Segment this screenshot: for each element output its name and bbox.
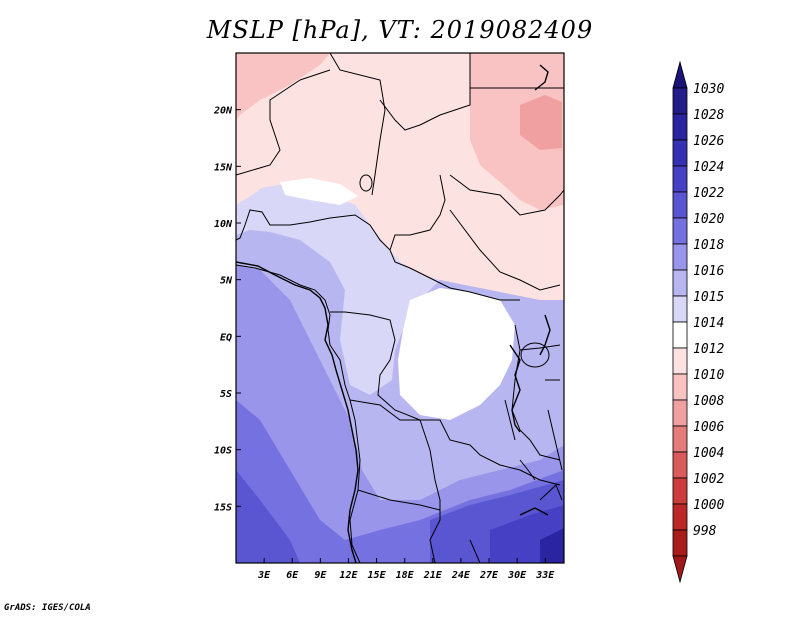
- colorbar-label: 1020: [693, 212, 724, 227]
- lon-tick-label: 21E: [423, 570, 443, 581]
- pressure-field: [236, 53, 564, 563]
- colorbar-label: 1006: [693, 420, 724, 435]
- lon-tick-label: 27E: [479, 570, 499, 581]
- colorbar-top-cap: [672, 60, 688, 89]
- lon-tick-label: 3E: [257, 570, 271, 581]
- map-title: MSLP [hPa], VT: 2019082409: [206, 16, 594, 44]
- lon-tick-label: 18E: [396, 570, 415, 581]
- colorbar-swatch: [672, 165, 688, 193]
- colorbar-label: 1026: [693, 134, 724, 149]
- lon-tick-label: 24E: [451, 570, 471, 581]
- longitude-axis: 3E 6E 9E 12E 15E 18E 21E 24E 27E 30E 33E: [257, 558, 555, 581]
- credit-text: GrADS: IGES/COLA: [4, 603, 91, 613]
- colorbar-bottom-cap: [672, 555, 688, 584]
- lat-tick-label: EQ: [220, 332, 232, 343]
- lat-tick-label: 5N: [220, 276, 233, 287]
- colorbar-swatch: [672, 373, 688, 401]
- lon-tick-label: 15E: [368, 570, 387, 581]
- colorbar-label: 1014: [693, 316, 724, 331]
- latitude-axis: 20N 15N 10N 5N EQ 5S 10S 15S: [213, 106, 241, 513]
- colorbar-label: 1010: [693, 368, 724, 383]
- colorbar: 1030 1028 1026 1024 1022 1020 1018 1016 1015 1014…: [672, 60, 724, 584]
- colorbar-label: 1018: [693, 238, 724, 253]
- country-borders: [235, 52, 565, 564]
- coastline: [235, 64, 551, 564]
- colorbar-label: 1000: [693, 498, 724, 513]
- lon-tick-label: 33E: [535, 570, 555, 581]
- colorbar-swatch: [672, 321, 688, 349]
- lat-tick-label: 10S: [214, 446, 232, 457]
- colorbar-swatch: [672, 87, 688, 115]
- colorbar-swatch: [672, 139, 688, 167]
- colorbar-label: 1015: [693, 290, 724, 305]
- colorbar-label: 1030: [693, 82, 724, 97]
- colorbar-swatch: [672, 295, 688, 323]
- colorbar-swatch: [672, 269, 688, 297]
- lat-tick-label: 20N: [213, 106, 233, 117]
- colorbar-label: 1002: [693, 472, 724, 487]
- colorbar-swatch: [672, 503, 688, 531]
- colorbar-swatch: [672, 191, 688, 219]
- colorbar-label: 1012: [693, 342, 724, 357]
- colorbar-swatch: [672, 425, 688, 453]
- map-frame: [235, 52, 565, 564]
- colorbar-swatch: [672, 113, 688, 141]
- lon-tick-label: 9E: [314, 570, 327, 581]
- lon-tick-label: 12E: [339, 570, 358, 581]
- lat-tick-label: 5S: [220, 389, 232, 400]
- colorbar-label: 998: [693, 524, 717, 539]
- lon-tick-label: 30E: [507, 570, 527, 581]
- lat-tick-label: 15S: [214, 502, 232, 513]
- colorbar-label: 1028: [693, 108, 724, 123]
- colorbar-swatch: [672, 217, 688, 245]
- lon-tick-label: 6E: [286, 570, 299, 581]
- colorbar-swatch: [672, 477, 688, 505]
- lakes: [359, 174, 550, 481]
- colorbar-label: 1022: [693, 186, 724, 201]
- lat-tick-label: 10N: [214, 219, 233, 230]
- lat-tick-label: 15N: [214, 162, 233, 173]
- colorbar-swatch: [672, 243, 688, 271]
- colorbar-swatch: [672, 451, 688, 479]
- colorbar-label: 1024: [693, 160, 724, 175]
- colorbar-swatch: [672, 347, 688, 375]
- colorbar-label: 1004: [693, 446, 724, 461]
- colorbar-label: 1008: [693, 394, 724, 409]
- colorbar-swatch: [672, 529, 688, 557]
- colorbar-label: 1016: [693, 264, 724, 279]
- colorbar-swatch: [672, 399, 688, 427]
